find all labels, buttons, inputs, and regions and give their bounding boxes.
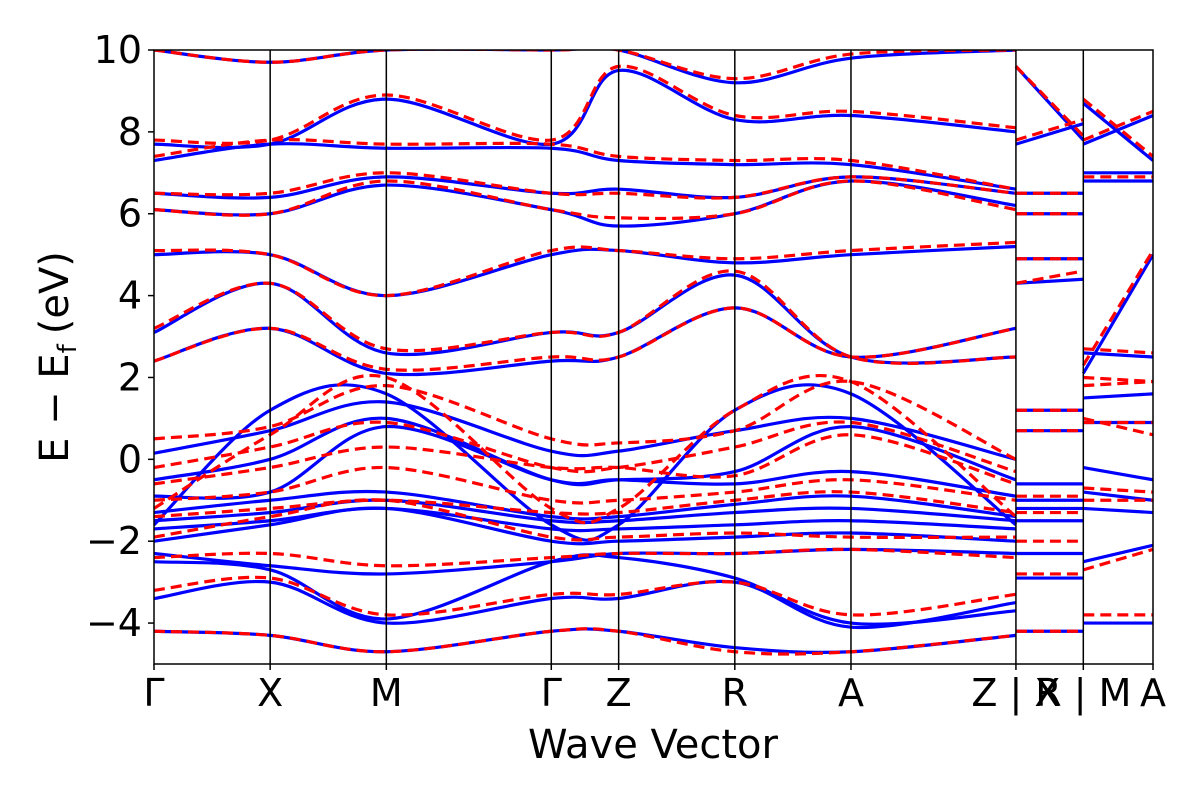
x-axis-label: Wave Vector (528, 722, 779, 768)
dashed-band-29 (1015, 118, 1084, 142)
solid-band-29 (1015, 277, 1084, 285)
solid-band-43 (1083, 351, 1153, 359)
solid-band-11 (154, 383, 1017, 542)
y-tick-label-3: 2 (118, 355, 142, 399)
y-tick-label-7: 10 (94, 28, 142, 72)
x-tick-label-3: Γ (541, 671, 562, 715)
y-axis-label-main: E − E (32, 353, 78, 463)
solid-band-12 (154, 306, 1017, 377)
y-tick-label-4: 4 (118, 274, 142, 318)
solid-band-39 (1083, 465, 1153, 482)
solid-band-15 (154, 179, 1017, 228)
dashed-band-43 (1082, 97, 1153, 158)
dashed-band-40 (1083, 347, 1153, 355)
dashed-band-16 (154, 64, 1017, 145)
y-tick-label-1: −2 (86, 519, 142, 563)
x-tick-label-2: M (370, 671, 403, 715)
solid-band-34 (1014, 65, 1085, 142)
solid-band-1 (154, 579, 1017, 630)
solid-band-41 (1083, 392, 1153, 400)
y-tick-label-2: 0 (118, 437, 142, 481)
x-tick-label-6: A (838, 671, 864, 715)
dashed-band-39 (1081, 249, 1153, 367)
x-tick-label-8: R | M (1035, 671, 1131, 716)
plot-frame (153, 49, 1154, 665)
dashed-band-12 (154, 240, 1017, 298)
bands-layer (154, 50, 1153, 656)
solid-band-36 (1082, 543, 1153, 564)
x-tick-label-0: Γ (143, 671, 164, 715)
solid-band-8 (154, 424, 1017, 500)
dashed-band-25 (1015, 269, 1084, 285)
dashed-band-32 (1082, 547, 1153, 572)
x-tick-label-5: R (722, 671, 748, 715)
dashed-band-11 (154, 269, 1016, 365)
solid-band-47 (1082, 101, 1153, 162)
dashed-band-6 (154, 433, 1017, 486)
x-tick-label-4: Z (606, 671, 632, 715)
y-axis-ticks: −4 −2 0 2 4 6 8 10 (86, 28, 154, 645)
dashed-band-38 (1083, 375, 1153, 384)
y-tick-label-5: 6 (118, 192, 142, 236)
high-symmetry-lines (269, 50, 1085, 664)
dashed-band-17 (154, 50, 1016, 81)
dashed-band-34 (1083, 486, 1153, 494)
solid-band-2 (154, 553, 1017, 626)
dashed-band-7 (154, 420, 1017, 474)
y-axis-label-unit: (eV) (32, 251, 78, 334)
dashed-band-36 (1082, 416, 1153, 437)
x-tick-label-9: A (1140, 671, 1166, 715)
dashed-band-8 (154, 379, 1017, 461)
dashed-band-4 (154, 490, 1017, 519)
y-tick-label-6: 8 (118, 110, 142, 154)
dashed-band-13 (154, 179, 1017, 221)
dashed-band-1 (154, 575, 1017, 617)
solid-band-13 (154, 273, 1016, 365)
y-axis-label: E − Ef (eV) (32, 251, 83, 463)
x-tick-label-7: Z | X (971, 671, 1060, 716)
solid-band-18 (154, 68, 1017, 150)
y-axis-label-subscript: f (53, 343, 83, 353)
y-tick-label-0: −4 (86, 601, 142, 645)
dashed-band-0 (154, 627, 1017, 656)
solid-band-37 (1083, 506, 1153, 515)
x-tick-label-1: X (257, 671, 283, 715)
